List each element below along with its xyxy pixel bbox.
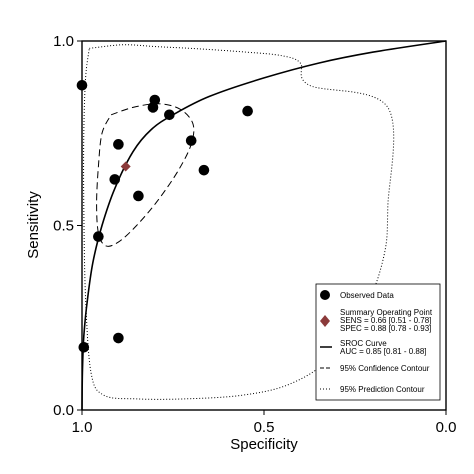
legend-summary-spec: SPEC = 0.88 [0.78 - 0.93] [340, 324, 431, 333]
observed-point-10 [198, 164, 210, 176]
legend-summary-marker [320, 315, 330, 327]
summary-operating-point [120, 161, 131, 172]
observed-point-3 [147, 102, 159, 113]
observed-point-11 [93, 231, 104, 242]
observed-point-7 [113, 139, 124, 150]
points-layer [76, 79, 253, 353]
y-tick-label-1: 1.0 [53, 33, 74, 50]
curve-layer [81, 40, 447, 411]
legend-summary-label: Summary Operating Point [340, 308, 433, 317]
observed-point-8 [109, 174, 121, 185]
observed-point-9 [133, 190, 144, 202]
observed-point-12 [78, 341, 90, 353]
legend-prediction-label: 95% Prediction Contour [340, 385, 425, 394]
confidence-contour [96, 103, 195, 247]
contours-layer [83, 44, 395, 400]
y-tick-label-2: 0.5 [53, 218, 74, 235]
y-tick-label-3: 0.0 [53, 402, 74, 419]
legend-auc-text: AUC = 0.85 [0.81 - 0.88] [340, 347, 427, 356]
legend: Observed Data Summary Operating Point SE… [315, 283, 441, 401]
legend-observed-marker [320, 290, 330, 300]
observed-point-1 [76, 79, 88, 91]
x-tick-label-2: 0.5 [254, 419, 275, 436]
x-tick-label-1: 1.0 [72, 419, 93, 436]
observed-point-5 [242, 105, 253, 117]
legend-observed-label: Observed Data [340, 291, 394, 300]
legend-summary-sens: SENS = 0.66 [0.51 - 0.78] [340, 316, 431, 325]
y-axis-title: Sensitivity [25, 191, 42, 259]
observed-point-13 [113, 332, 124, 344]
x-tick-label-3: 0.0 [436, 419, 457, 436]
observed-point-4 [164, 109, 175, 121]
legend-box [315, 283, 441, 401]
x-axis-title: Specificity [230, 436, 298, 453]
legend-sroc-label: SROC Curve [340, 339, 387, 348]
legend-confidence-label: 95% Confidence Contour [340, 364, 430, 373]
axes-layer: 1.0 0.5 0.01.00.50.0 [53, 33, 456, 436]
sroc-curve [81, 40, 447, 411]
observed-point-6 [185, 135, 197, 146]
prediction-contour [83, 44, 395, 400]
